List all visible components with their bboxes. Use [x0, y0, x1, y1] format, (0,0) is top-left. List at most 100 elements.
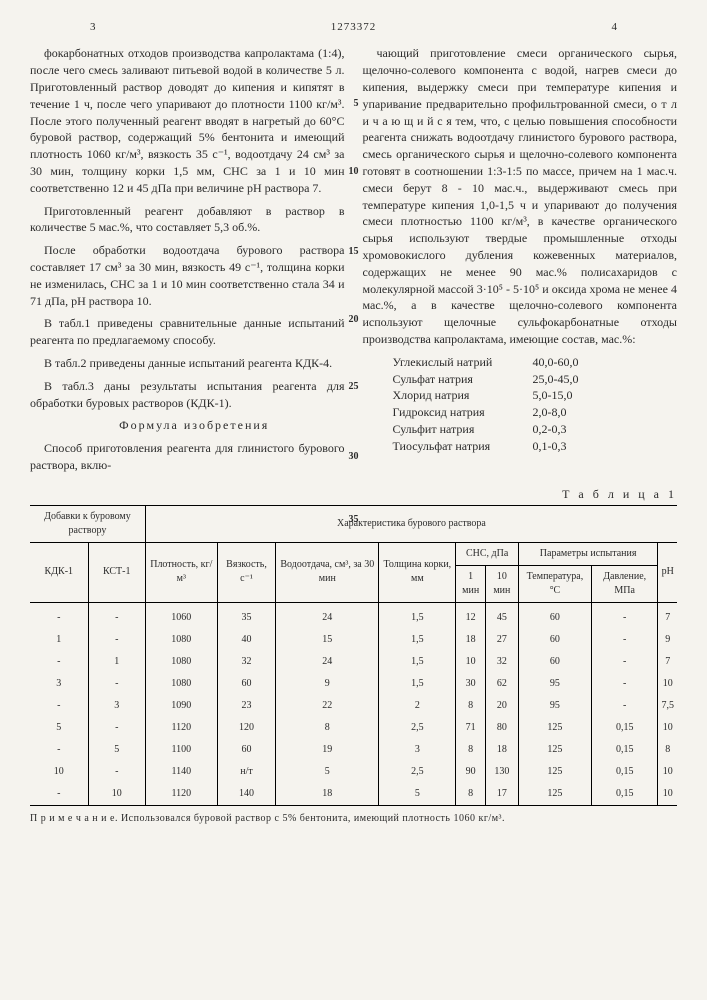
table-cell: 9: [658, 629, 677, 651]
table-row: -51100601938181250,158: [30, 739, 677, 761]
table-row: 5-112012082,571801250,1510: [30, 717, 677, 739]
composition-row: Хлорид натрия5,0-15,0: [393, 387, 678, 404]
comp-label: Тиосульфат натрия: [393, 438, 533, 455]
table-cell: 32: [217, 651, 276, 673]
th: pH: [658, 542, 677, 602]
comp-label: Сульфат натрия: [393, 371, 533, 388]
table-cell: 15: [276, 629, 379, 651]
page-num-left: 3: [90, 20, 96, 35]
comp-value: 0,1-0,3: [533, 438, 567, 455]
table-cell: 125: [518, 783, 591, 806]
table-cell: 19: [276, 739, 379, 761]
th: Вязкость, с⁻¹: [217, 542, 276, 602]
table-cell: 1: [88, 651, 145, 673]
th: Водоотдача, см³, за 30 мин: [276, 542, 379, 602]
table-cell: 9: [276, 673, 379, 695]
table-cell: 0,15: [591, 739, 657, 761]
table-cell: 10: [658, 761, 677, 783]
composition-row: Гидроксид натрия2,0-8,0: [393, 404, 678, 421]
table-cell: 40: [217, 629, 276, 651]
table-cell: н/т: [217, 761, 276, 783]
line-marker: 5: [354, 97, 359, 111]
table-cell: 10: [88, 783, 145, 806]
paragraph: фокарбонатных отходов производства капро…: [30, 45, 345, 196]
table-cell: 60: [217, 739, 276, 761]
comp-label: Углекислый натрий: [393, 354, 533, 371]
table-cell: 1: [30, 629, 88, 651]
table-row: -310902322282095-7,5: [30, 695, 677, 717]
th: Толщина корки, мм: [379, 542, 456, 602]
paragraph: В табл.1 приведены сравнительные данные …: [30, 315, 345, 349]
table-cell: 90: [456, 761, 485, 783]
composition-list: Углекислый натрий40,0-60,0Сульфат натрия…: [393, 354, 678, 455]
table-cell: 1120: [145, 717, 217, 739]
th-group: Добавки к буровому раствору: [30, 505, 145, 542]
table-cell: 1080: [145, 629, 217, 651]
table-cell: 60: [518, 629, 591, 651]
table-cell: 8: [456, 783, 485, 806]
th: КСТ-1: [88, 542, 145, 602]
comp-value: 25,0-45,0: [533, 371, 579, 388]
th: Плотность, кг/м³: [145, 542, 217, 602]
table-cell: 1120: [145, 783, 217, 806]
table-cell: 8: [276, 717, 379, 739]
table-cell: 30: [456, 673, 485, 695]
table-row: 1-108040151,5182760-9: [30, 629, 677, 651]
table-cell: 5: [276, 761, 379, 783]
table-cell: 3: [88, 695, 145, 717]
formula-title: Формула изобретения: [30, 417, 345, 434]
comp-value: 2,0-8,0: [533, 404, 567, 421]
table-row: -1011201401858171250,1510: [30, 783, 677, 806]
data-table: Добавки к буровому раствору Характеристи…: [30, 505, 677, 806]
table-row: --106035241,5124560-7: [30, 602, 677, 629]
table-cell: 125: [518, 761, 591, 783]
th-group: Параметры испытания: [518, 542, 658, 565]
table-cell: -: [591, 673, 657, 695]
table-cell: 1080: [145, 651, 217, 673]
table-cell: 18: [456, 629, 485, 651]
comp-value: 40,0-60,0: [533, 354, 579, 371]
table-cell: 35: [217, 602, 276, 629]
table-cell: 8: [658, 739, 677, 761]
paragraph: В табл.2 приведены данные испытаний реаг…: [30, 355, 345, 372]
table-cell: -: [30, 739, 88, 761]
comp-label: Гидроксид натрия: [393, 404, 533, 421]
table-cell: 8: [456, 695, 485, 717]
line-marker: 10: [349, 165, 359, 179]
table-cell: 32: [485, 651, 518, 673]
table-cell: 62: [485, 673, 518, 695]
table-cell: 18: [276, 783, 379, 806]
table-cell: 125: [518, 717, 591, 739]
table-cell: 0,15: [591, 761, 657, 783]
table-cell: 95: [518, 695, 591, 717]
table-cell: -: [88, 602, 145, 629]
table-cell: 10: [456, 651, 485, 673]
table-cell: -: [591, 602, 657, 629]
table-cell: 130: [485, 761, 518, 783]
table-cell: -: [88, 717, 145, 739]
th: 1 мин: [456, 565, 485, 602]
table-cell: -: [591, 651, 657, 673]
composition-row: Сульфат натрия25,0-45,0: [393, 371, 678, 388]
left-column: фокарбонатных отходов производства капро…: [30, 45, 345, 479]
table-cell: 0,15: [591, 783, 657, 806]
table-cell: 10: [658, 783, 677, 806]
composition-row: Углекислый натрий40,0-60,0: [393, 354, 678, 371]
table-cell: 60: [518, 602, 591, 629]
table-cell: 45: [485, 602, 518, 629]
comp-label: Хлорид натрия: [393, 387, 533, 404]
composition-row: Тиосульфат натрия0,1-0,3: [393, 438, 678, 455]
comp-value: 0,2-0,3: [533, 421, 567, 438]
table-cell: 23: [217, 695, 276, 717]
table-cell: 125: [518, 739, 591, 761]
line-marker: 25: [349, 380, 359, 394]
line-marker: 35: [349, 513, 359, 527]
table-cell: 8: [456, 739, 485, 761]
table-cell: 5: [379, 783, 456, 806]
page-header: 3 1273372 4: [30, 20, 677, 35]
table-cell: 1,5: [379, 673, 456, 695]
table-row: 3-10806091,5306295-10: [30, 673, 677, 695]
table-cell: 1100: [145, 739, 217, 761]
table-cell: 18: [485, 739, 518, 761]
comp-label: Сульфит натрия: [393, 421, 533, 438]
